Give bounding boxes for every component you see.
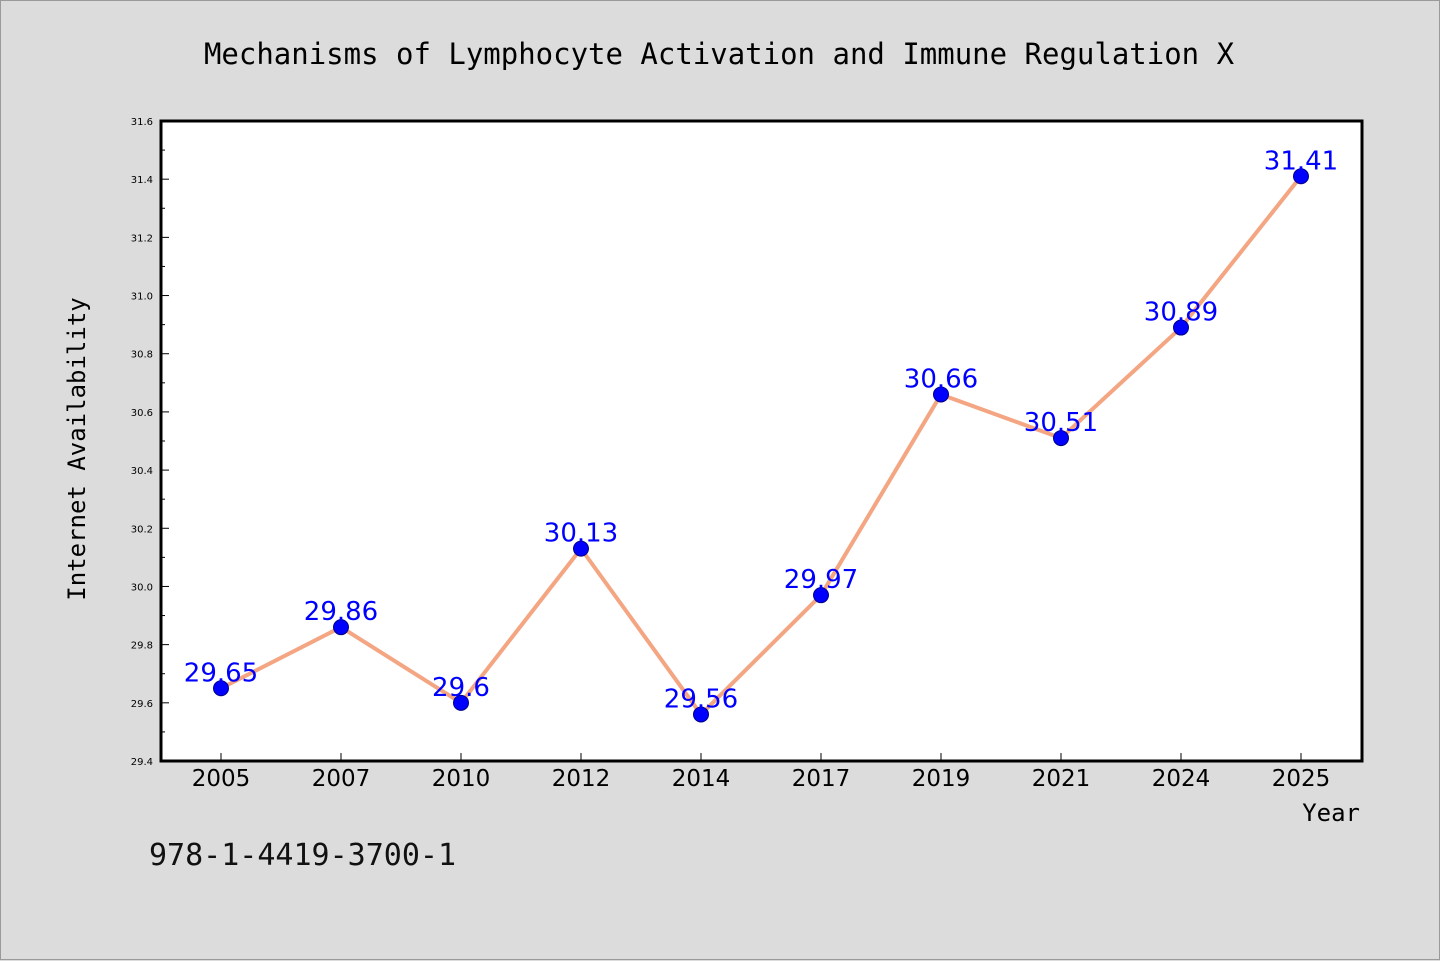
x-tick-label: 2024 [1152, 766, 1211, 792]
x-tick-label: 2014 [672, 766, 731, 792]
data-point [1173, 319, 1189, 336]
x-axis-ticks: 2005 2007 2010 2012 2014 2017 2019 2021 2024 2025 [192, 753, 1331, 792]
x-axis-label: Year [1302, 799, 1360, 827]
data-point [333, 619, 349, 636]
y-tick-label: 31.0 [131, 292, 153, 303]
data-value-label: 30.66 [904, 364, 978, 394]
y-tick-label: 29.4 [131, 757, 153, 768]
x-tick-label: 2007 [312, 766, 371, 792]
data-point [1053, 430, 1069, 447]
data-point [453, 694, 469, 711]
series-line [220, 175, 1303, 717]
data-point [933, 386, 949, 403]
x-tick-label: 2010 [432, 766, 491, 792]
x-tick-label: 2005 [192, 766, 251, 792]
y-tick-label: 31.2 [131, 233, 153, 244]
isbn-text: 978-1-4419-3700-1 [149, 838, 456, 873]
data-point [813, 587, 829, 604]
y-tick-label: 31.6 [131, 117, 153, 128]
data-value-label: 30.51 [1024, 408, 1098, 438]
y-tick-label: 29.8 [131, 641, 153, 652]
data-value-label: 29.6 [432, 673, 490, 703]
data-point [1293, 168, 1309, 185]
x-tick-label: 2025 [1272, 766, 1331, 792]
data-value-label: 31.41 [1264, 146, 1338, 176]
data-value-label: 29.86 [304, 597, 378, 627]
y-tick-label: 29.6 [131, 699, 153, 710]
data-markers [213, 168, 1309, 723]
chart-title: Mechanisms of Lymphocyte Activation and … [204, 37, 1235, 71]
x-tick-label: 2012 [552, 766, 611, 792]
y-axis-label: Internet Availability [63, 297, 91, 600]
y-tick-label: 30.0 [131, 582, 153, 593]
data-labels: 29.65 29.86 29.6 30.13 29.56 29.97 30.66 30.51 3… [184, 146, 1338, 714]
y-tick-label: 31.4 [131, 175, 153, 186]
data-point [693, 706, 709, 723]
y-tick-label: 30.2 [131, 524, 153, 535]
data-value-label: 30.13 [544, 519, 618, 549]
data-value-label: 29.97 [784, 565, 858, 595]
y-axis-ticks: 29.4 29.6 29.8 30.0 30.2 30.4 30.6 30.8 31.0 31.2… [131, 117, 169, 768]
data-value-label: 29.56 [664, 684, 738, 714]
y-tick-label: 30.4 [131, 466, 153, 477]
y-tick-label: 30.8 [131, 350, 153, 361]
data-point [213, 680, 229, 697]
y-tick-label: 30.6 [131, 408, 153, 419]
plot-area [159, 119, 1364, 763]
x-tick-label: 2017 [792, 766, 851, 792]
data-point [573, 540, 589, 557]
data-value-label: 30.89 [1144, 298, 1218, 328]
data-value-label: 29.65 [184, 658, 258, 688]
x-tick-label: 2019 [912, 766, 971, 792]
x-tick-label: 2021 [1032, 766, 1091, 792]
